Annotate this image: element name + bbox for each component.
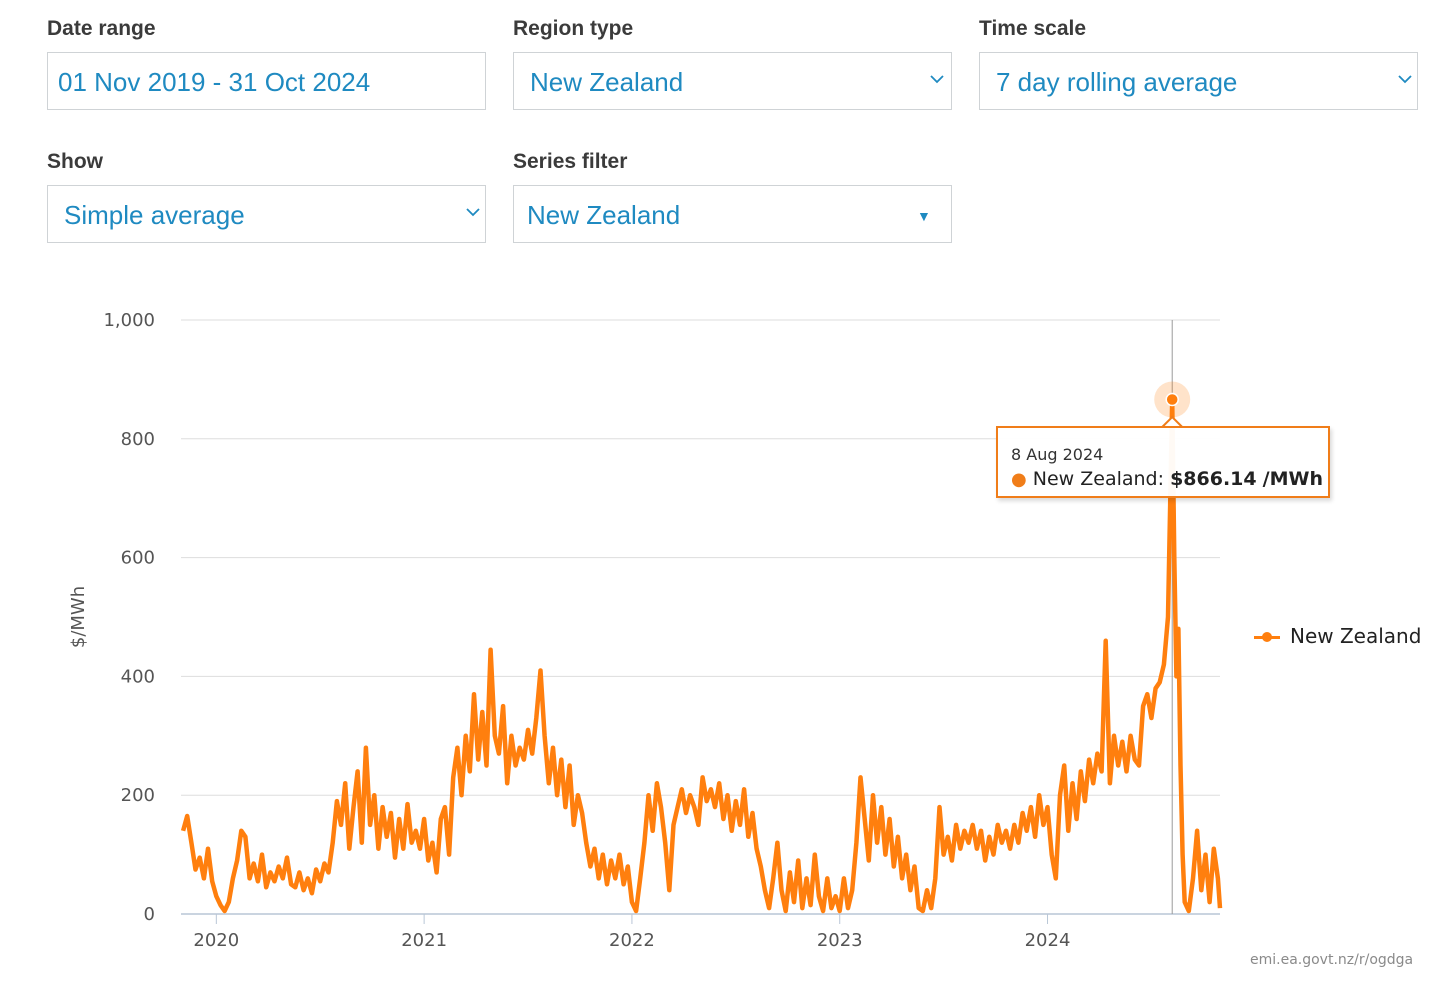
region-type-label: Region type: [513, 17, 634, 40]
tooltip-series-name: New Zealand:: [1032, 468, 1165, 490]
x-tick-label: 2021: [401, 930, 447, 951]
show-label: Show: [47, 150, 103, 173]
tooltip-row: ● New Zealand: $866.14 /MWh: [1011, 468, 1323, 490]
series-line-new-zealand: [180, 397, 1223, 914]
y-tick-label: 800: [121, 429, 155, 450]
x-tick-label: 2023: [817, 930, 863, 951]
x-tick-label: 2022: [609, 930, 655, 951]
show-value: Simple average: [64, 200, 245, 230]
tooltip-date: 8 Aug 2024: [1011, 445, 1104, 464]
y-tick-label: 600: [121, 548, 155, 569]
date-range-label: Date range: [47, 17, 156, 40]
time-scale-select[interactable]: 7 day rolling average: [979, 52, 1418, 110]
chevron-down-icon: [1398, 75, 1412, 84]
chevron-down-icon: [466, 208, 480, 217]
tooltip-pointer: [1161, 415, 1183, 428]
x-tick-labels: 2020 2021 2022 2023 2024: [193, 914, 1070, 951]
series-dot-icon: ●: [1011, 469, 1027, 490]
dropdown-triangle-icon: ▼: [917, 208, 931, 224]
tooltip-unit: /MWh: [1262, 468, 1324, 490]
highlight-point[interactable]: [1165, 392, 1179, 407]
tooltip-value: $866.14: [1170, 468, 1257, 490]
y-tick-label: 400: [121, 666, 155, 687]
source-credit[interactable]: emi.ea.govt.nz/r/ogdga: [1250, 952, 1414, 968]
y-tick-label: 1,000: [103, 310, 155, 331]
x-tick-label: 2020: [193, 930, 239, 951]
data-tooltip: 8 Aug 2024 ● New Zealand: $866.14 /MWh: [996, 426, 1330, 498]
series-filter-value: New Zealand: [527, 200, 681, 230]
date-range-value: 01 Nov 2019 - 31 Oct 2024: [58, 67, 371, 97]
region-type-select[interactable]: New Zealand: [513, 52, 952, 110]
y-tick-label: 0: [144, 904, 155, 925]
time-scale-label: Time scale: [979, 17, 1087, 40]
y-tick-label: 200: [121, 785, 155, 806]
time-scale-value: 7 day rolling average: [996, 67, 1238, 97]
chevron-down-icon: [930, 75, 944, 84]
x-tick-label: 2024: [1025, 930, 1071, 951]
legend-label: New Zealand: [1290, 624, 1422, 648]
y-tick-labels: 0 200 400 600 800 1,000: [103, 310, 155, 925]
show-select[interactable]: Simple average: [47, 185, 486, 243]
series-filter-select[interactable]: New Zealand ▼: [513, 185, 952, 243]
region-type-value: New Zealand: [530, 67, 684, 97]
series-filter-label: Series filter: [513, 150, 628, 173]
y-axis-label: $/MWh: [68, 586, 89, 648]
legend-dot-marker: [1262, 632, 1272, 642]
date-range-input[interactable]: 01 Nov 2019 - 31 Oct 2024: [47, 52, 486, 110]
